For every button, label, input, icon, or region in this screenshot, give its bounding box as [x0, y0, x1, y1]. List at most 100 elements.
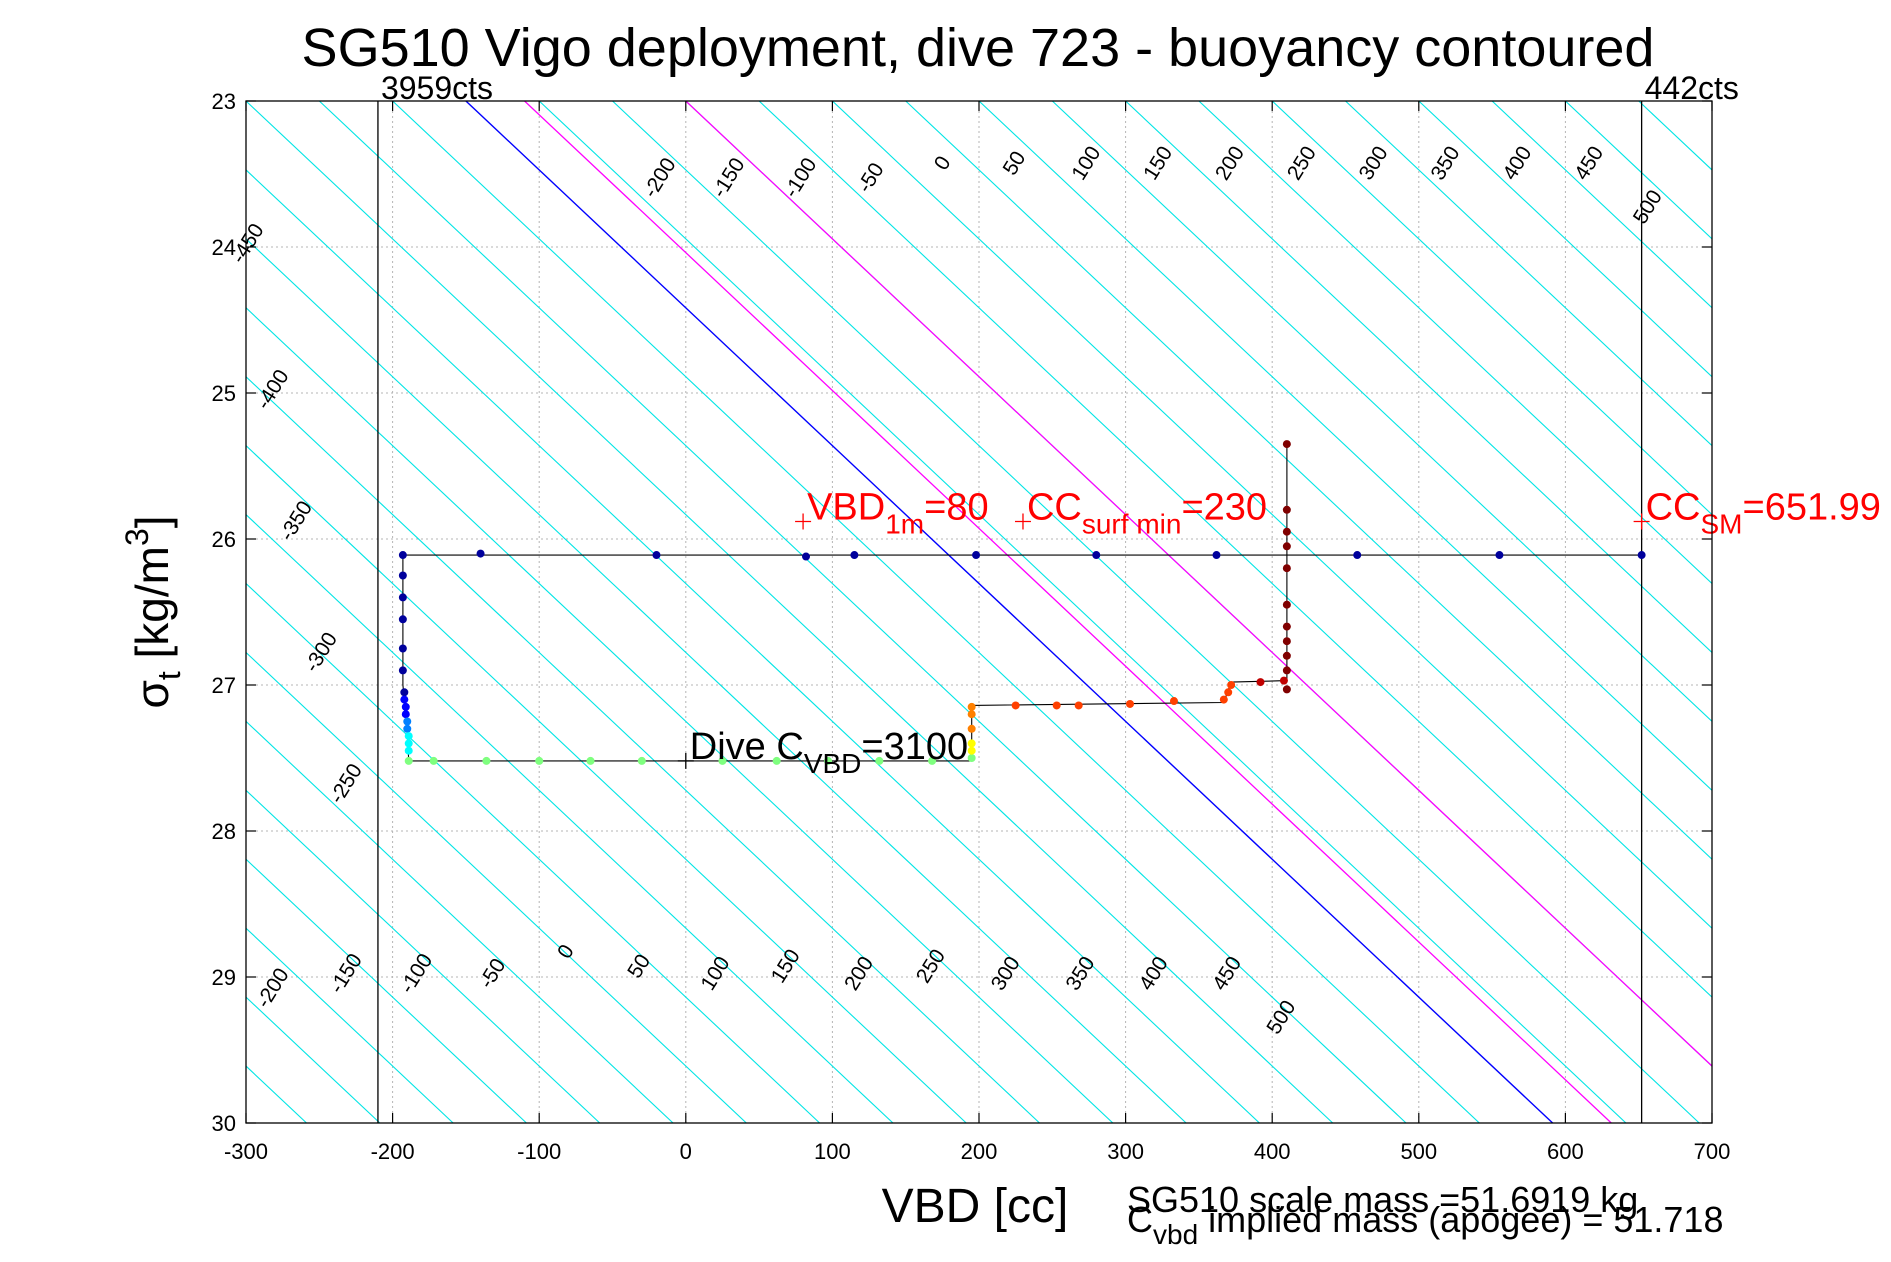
y-axis-label-close: ] [126, 515, 178, 528]
data-point [637, 756, 646, 765]
data-point [967, 754, 976, 762]
data-point [1282, 527, 1291, 536]
annotation-base: CC [1027, 486, 1082, 528]
annotation-label: CCsurf min=230 [1027, 486, 1267, 539]
data-point [400, 695, 409, 704]
buoyancy-contour-line [905, 101, 1712, 861]
footer-implied-sub: vbd [1153, 1219, 1198, 1250]
reference-line-label: 442cts [1645, 70, 1739, 106]
reference-lines: 3959cts 442cts [377, 70, 1739, 1123]
data-point [967, 710, 976, 719]
data-point [482, 756, 491, 765]
data-point [1074, 701, 1083, 710]
chart-title: SG510 Vigo deployment, dive 723 - buoyan… [302, 18, 1655, 78]
buoyancy-contour-line [1271, 101, 1712, 516]
buoyancy-contour-line [246, 375, 1040, 1123]
data-point [1282, 651, 1291, 660]
data-point [1219, 695, 1228, 704]
x-tick-label: 300 [1107, 1139, 1144, 1164]
data-point [967, 746, 976, 755]
annotation-rest: =3100 [861, 726, 968, 768]
data-point [398, 644, 407, 653]
annotation-sub: surf min [1082, 508, 1182, 539]
footer-scale-mass: SG510 scale mass =51.6919 kg [1127, 1179, 1638, 1220]
buoyancy-contour-line [1418, 101, 1712, 378]
buoyancy-contours [246, 101, 1712, 1123]
data-point [403, 724, 412, 733]
buoyancy-contour-line [1198, 101, 1712, 585]
data-point [1282, 666, 1291, 675]
buoyancy-contour-line [246, 858, 527, 1123]
footer-implied-rest: implied mass (apogee) = 51.718 [1198, 1199, 1723, 1240]
data-point [718, 756, 727, 765]
zero-buoyancy-contour [465, 101, 1554, 1123]
buoyancy-contour-line [1345, 101, 1712, 447]
annotation-sub: 1m [885, 508, 924, 539]
data-point [1224, 688, 1233, 697]
axis-ticks: -300 -200 -100 0 100 200 300 400 500 600 700 23 24 25… [212, 89, 1731, 1164]
data-point [404, 732, 413, 741]
buoyancy-contour-line [246, 307, 1114, 1123]
data-point [401, 710, 410, 719]
x-tick-label: 400 [1254, 1139, 1291, 1164]
data-point [1092, 551, 1101, 560]
data-point [1282, 440, 1291, 449]
data-point [1125, 699, 1134, 708]
data-point [586, 756, 595, 765]
data-point [1256, 678, 1265, 687]
buoyancy-contour-line [246, 169, 1260, 1123]
buoyancy-contour-line [318, 101, 1407, 1123]
buoyancy-contour-line [1491, 101, 1712, 309]
buoyancy-contour-line [612, 101, 1700, 1123]
y-axis-label: σt [kg/m3] [119, 515, 187, 708]
data-point [398, 593, 407, 602]
data-point [972, 551, 981, 560]
buoyancy-contour-line [758, 101, 1712, 998]
data-point [802, 552, 811, 561]
buoyancy-contour-line [246, 513, 894, 1123]
data-point [1282, 622, 1291, 631]
y-tick-label: 29 [212, 965, 236, 990]
data-point [535, 756, 544, 765]
annotation-label: VBD1m=80 [807, 486, 989, 539]
x-tick-label: 200 [961, 1139, 998, 1164]
highlight-contour [524, 101, 1612, 1123]
annotation-base: VBD [807, 486, 885, 528]
data-point [967, 702, 976, 711]
y-tick-label: 30 [212, 1111, 236, 1136]
x-tick-label: 600 [1547, 1139, 1584, 1164]
buoyancy-contour-line [246, 651, 747, 1123]
grid-lines [246, 101, 1712, 1123]
annotation-sub: SM [1701, 508, 1743, 539]
buoyancy-contour-line [1125, 101, 1712, 654]
footer-implied-base: C [1127, 1199, 1153, 1240]
data-point [850, 551, 859, 560]
data-point [1353, 551, 1362, 560]
x-tick-label: 700 [1694, 1139, 1731, 1164]
buoyancy-contour-line [246, 238, 1187, 1123]
data-point [403, 717, 412, 726]
data-point [398, 571, 407, 580]
data-point [967, 724, 976, 733]
y-tick-label: 25 [212, 381, 236, 406]
y-tick-label: 23 [212, 89, 236, 114]
data-point [1212, 551, 1221, 560]
annotation-rest: =230 [1181, 486, 1267, 528]
x-tick-label: 500 [1400, 1139, 1437, 1164]
annotation-base: Dive C [690, 726, 804, 768]
buoyancy-contour-line [832, 101, 1712, 929]
data-point [875, 756, 884, 765]
data-point [1282, 542, 1291, 551]
buoyancy-contour-line [978, 101, 1712, 792]
y-tick-label: 28 [212, 819, 236, 844]
data-point [772, 756, 781, 765]
x-tick-label: -200 [371, 1139, 415, 1164]
buoyancy-contour-line [246, 444, 967, 1123]
data-point [928, 756, 937, 765]
annotation-label: Dive CVBD=3100 [690, 726, 968, 779]
data-point [1637, 551, 1646, 560]
y-axis-label-unit: [kg/m [126, 546, 178, 671]
